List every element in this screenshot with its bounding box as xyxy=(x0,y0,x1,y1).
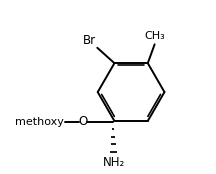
Text: Br: Br xyxy=(83,34,97,47)
Text: methoxy: methoxy xyxy=(15,117,64,127)
Text: NH₂: NH₂ xyxy=(102,156,125,169)
Text: O: O xyxy=(78,115,87,128)
Text: CH₃: CH₃ xyxy=(144,31,165,41)
